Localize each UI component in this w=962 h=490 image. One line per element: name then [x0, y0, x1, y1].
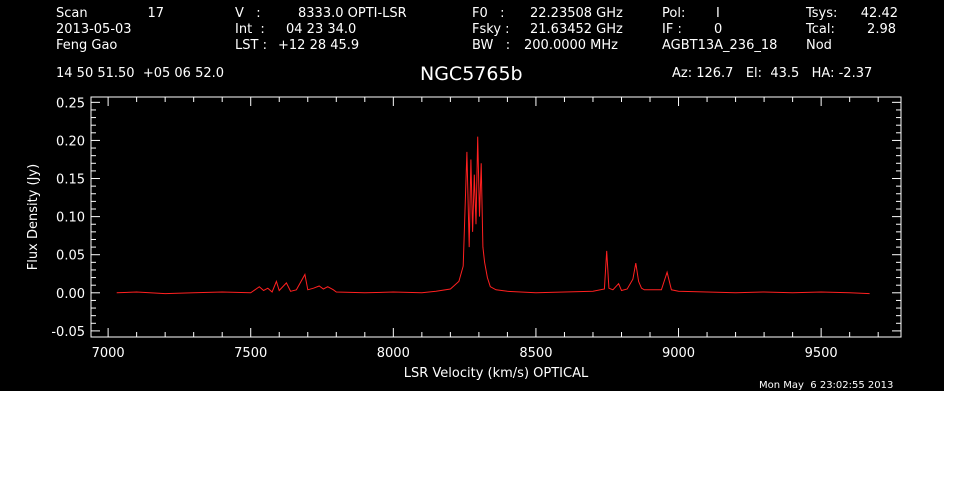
x-axis-title: LSR Velocity (km/s) OPTICAL	[404, 366, 589, 381]
scan-value: 17	[147, 6, 164, 21]
x-tick-label: 7500	[234, 346, 267, 361]
x-tick-label: 9000	[662, 346, 695, 361]
x-tick-label: 8500	[519, 346, 552, 361]
x-tick-label: 8000	[377, 346, 410, 361]
axis-ticks	[91, 97, 901, 337]
tsys-label: Tsys:	[806, 6, 838, 21]
date-text: 2013-05-03	[56, 22, 132, 37]
plot-timestamp: Mon May 6 23:02:55 2013	[759, 380, 894, 391]
x-tick-label: 9500	[805, 346, 838, 361]
plot-title: NGC5765b	[420, 63, 523, 85]
y-tick-label: 0.25	[56, 96, 85, 111]
az-el-ha-readout: Az: 126.7 El: 43.5 HA: -2.37	[672, 66, 873, 81]
plot-panel: Scan 17 2013-05-03 Feng Gao 14 50 51.50 …	[0, 0, 944, 391]
axes-frame	[90, 96, 902, 338]
f0-value: 22.23508 GHz	[530, 6, 623, 21]
integration-label: Int :	[235, 22, 265, 37]
y-axis-title: Flux Density (Jy)	[26, 164, 41, 270]
scan-label: Scan	[56, 6, 88, 21]
spectrum-chart: 7000 7500 8000 8500 9000 9500 -0.05 0.00 0.05 0.1…	[26, 96, 902, 381]
polarization-value: I	[716, 6, 720, 21]
tcal-value: 2.98	[867, 22, 896, 37]
tcal-label: Tcal:	[806, 22, 835, 37]
y-tick-label: 0.05	[56, 249, 85, 264]
if-label: IF :	[662, 22, 682, 37]
source-coordinates: 14 50 51.50 +05 06 52.0	[56, 66, 225, 81]
y-tick-label: 0.15	[56, 173, 85, 188]
y-tick-label: 0.00	[56, 287, 85, 302]
velocity-label: V :	[235, 6, 261, 21]
velocity-value: 8333.0 OPTI-LSR	[298, 6, 407, 21]
f0-label: F0 :	[472, 6, 505, 21]
fsky-label: Fsky :	[472, 22, 510, 37]
y-tick-label: 0.10	[56, 211, 85, 226]
project-id: AGBT13A_236_18	[662, 38, 778, 53]
integration-value: 04 23 34.0	[286, 22, 357, 37]
observer-text: Feng Gao	[56, 38, 118, 53]
lst-value: +12 28 45.9	[278, 38, 360, 53]
tsys-value: 42.42	[860, 6, 898, 21]
if-value: 0	[714, 22, 723, 37]
x-tick-label: 7000	[92, 346, 125, 361]
polarization-label: Pol:	[662, 6, 686, 21]
observing-mode: Nod	[806, 38, 832, 53]
bandwidth-value: 200.0000 MHz	[524, 38, 618, 53]
y-tick-label: 0.20	[56, 134, 85, 149]
fsky-value: 21.63452 GHz	[530, 22, 623, 37]
bandwidth-label: BW :	[472, 38, 511, 53]
y-tick-label: -0.05	[51, 325, 85, 340]
lst-label: LST :	[235, 38, 267, 53]
spectrum-line	[116, 136, 870, 295]
tick-labels: 7000 7500 8000 8500 9000 9500 -0.05 0.00 0.05 0.1…	[51, 96, 837, 361]
